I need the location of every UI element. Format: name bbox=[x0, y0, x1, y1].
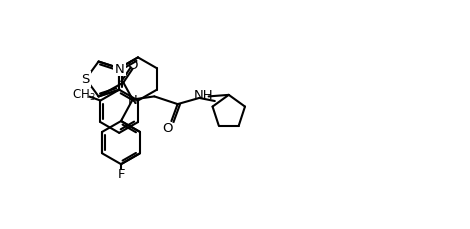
Text: N: N bbox=[128, 94, 138, 106]
Text: O: O bbox=[162, 121, 173, 134]
Text: O: O bbox=[127, 59, 138, 72]
Text: S: S bbox=[82, 73, 90, 86]
Text: F: F bbox=[118, 167, 125, 180]
Text: N: N bbox=[114, 63, 124, 75]
Text: CH$_3$: CH$_3$ bbox=[71, 87, 95, 102]
Text: NH: NH bbox=[194, 89, 214, 102]
